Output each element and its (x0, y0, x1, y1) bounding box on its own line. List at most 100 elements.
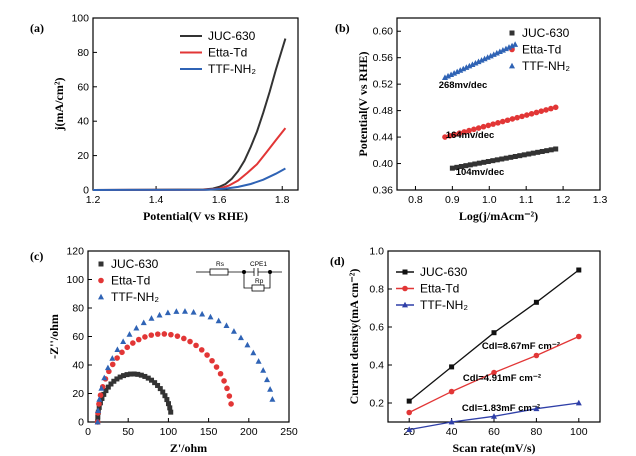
cdl-point (448, 418, 455, 425)
x-axis-label: Scan rate(mV/s) (453, 441, 536, 455)
nyquist-point (126, 331, 133, 337)
tafel-point (448, 71, 455, 78)
tafel-point (543, 107, 549, 113)
cdl-point (406, 409, 413, 416)
nyquist-point (181, 335, 187, 342)
tafel-point (458, 164, 464, 170)
x-tick-label: 0.9 (445, 194, 460, 206)
tafel-point (514, 114, 520, 121)
tafel-point (449, 165, 455, 171)
tafel-point (475, 58, 482, 65)
legend-label: TTF-NH₂ (522, 59, 570, 73)
tafel-point (548, 105, 554, 112)
panel-label: (d) (330, 254, 345, 268)
tafel-point (502, 45, 509, 52)
nyquist-point (168, 331, 174, 338)
nyquist-point (228, 401, 234, 407)
panel-label: (b) (335, 21, 350, 35)
nyquist-point (267, 386, 274, 392)
legend-label: Etta-Td (420, 282, 459, 296)
nyquist-point (138, 372, 144, 378)
nyquist-point (255, 358, 262, 364)
y-tick-label: 0.48 (373, 105, 394, 117)
y-tick-label: 0.6 (369, 322, 384, 334)
nyquist-point (114, 346, 121, 352)
tafel-point (469, 61, 476, 67)
nyquist-point (98, 385, 105, 391)
nyquist-point (95, 414, 101, 420)
tafel-point (503, 155, 509, 161)
tafel-point (460, 65, 467, 72)
nyquist-point (96, 401, 102, 407)
tafel-point (521, 152, 527, 158)
x-axis-label: Z'/ohm (170, 441, 207, 455)
tafel-point (481, 55, 488, 62)
nyquist-point (165, 401, 171, 407)
nyquist-point (152, 380, 158, 386)
x-tick-label: 1.2 (86, 194, 101, 206)
x-tick-label: 100 (160, 426, 178, 438)
tafel-point (472, 161, 478, 167)
tafel-point (539, 148, 545, 154)
nyquist-point (244, 341, 251, 348)
nyquist-point (101, 374, 108, 381)
x-tick-label: 60 (488, 426, 500, 438)
nyquist-point (224, 385, 230, 392)
tafel-point (495, 120, 501, 126)
tafel-point (499, 47, 506, 53)
nyquist-point (217, 370, 224, 377)
tafel-point (472, 59, 479, 66)
tafel-point (441, 74, 448, 80)
nyquist-point (173, 308, 180, 314)
cdl-point (491, 369, 497, 376)
tafel-point (451, 131, 458, 138)
plot-frame (396, 17, 601, 191)
nyquist-point (117, 374, 123, 380)
nyquist-point (223, 322, 230, 329)
tafel-point (506, 44, 513, 50)
y-tick-label: 120 (66, 246, 84, 258)
tafel-point (485, 122, 492, 129)
nyquist-point (167, 405, 173, 411)
x-tick-label: 0 (85, 426, 91, 438)
nyquist-point (114, 355, 120, 361)
nyquist-point (101, 391, 107, 397)
nyquist-point (96, 396, 103, 402)
legend-marker (509, 62, 515, 69)
tafel-point (508, 154, 514, 160)
slope-label: 104mv/dec (456, 167, 505, 178)
slope-label: 268mv/dec (439, 80, 488, 91)
tafel-point (480, 123, 487, 130)
nyquist-point (181, 308, 188, 314)
nyquist-point (204, 352, 210, 358)
cdl-point (576, 333, 582, 340)
legend-label: TTF-NH₂ (208, 62, 256, 76)
legend-marker (98, 277, 104, 284)
tafel-point (478, 57, 485, 63)
legend-label: TTF-NH₂ (420, 298, 468, 312)
tafel-point (445, 72, 452, 79)
nyquist-point (133, 324, 140, 331)
nyquist-point (213, 364, 220, 370)
nyquist-point (120, 338, 127, 344)
nyquist-point (198, 347, 205, 353)
slope-label: 164mv/dec (446, 130, 495, 141)
nyquist-point (96, 404, 102, 410)
x-tick-label: 0.8 (408, 194, 423, 206)
cdl-point (575, 399, 582, 406)
x-tick-label: 1.2 (556, 194, 571, 206)
nyquist-point (269, 396, 276, 402)
nyquist-point (260, 367, 267, 373)
y-tick-label: 0 (78, 417, 84, 429)
nyquist-point (215, 317, 222, 324)
tafel-point (475, 125, 482, 131)
nyquist-point (121, 373, 127, 379)
plot-frame (92, 17, 299, 191)
tafel-point (530, 150, 536, 156)
tafel-point (467, 162, 473, 168)
x-tick-label: 1.6 (212, 194, 227, 206)
tafel-point (442, 134, 448, 140)
nyquist-point (109, 361, 116, 368)
nyquist-point (230, 328, 237, 334)
nyquist-point (130, 340, 136, 346)
